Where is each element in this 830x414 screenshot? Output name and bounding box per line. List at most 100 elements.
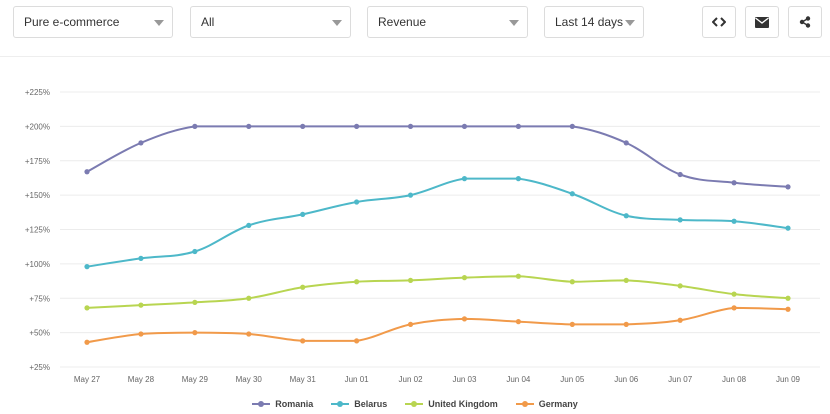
data-point-romania	[785, 184, 791, 190]
data-point-romania	[354, 123, 360, 129]
period-dropdown[interactable]: Last 14 days	[544, 6, 644, 38]
legend-marker-icon	[331, 400, 350, 408]
data-point-germany	[515, 319, 521, 325]
data-point-united-kingdom	[138, 302, 144, 308]
code-icon	[712, 17, 726, 27]
data-point-united-kingdom	[569, 279, 575, 285]
series-line-belarus	[86, 177, 789, 268]
data-point-romania	[246, 123, 252, 129]
toolbar-divider	[0, 56, 830, 57]
share-icon	[799, 16, 811, 28]
series-line-germany	[86, 306, 789, 344]
data-point-germany	[192, 330, 198, 336]
revenue-line-chart: +25% +50% +75% +100% +125% +150% +175% +200% +22…	[25, 88, 820, 384]
x-tick-label: Jun 08	[722, 375, 747, 384]
period-value: Last 14 days	[555, 15, 624, 29]
data-point-germany	[246, 331, 252, 337]
data-point-belarus	[785, 225, 791, 231]
data-point-belarus	[407, 192, 414, 198]
data-point-united-kingdom	[623, 277, 629, 283]
series-line-united-kingdom	[86, 275, 789, 309]
data-point-germany	[300, 338, 306, 344]
data-point-germany	[731, 305, 737, 311]
data-point-united-kingdom	[246, 295, 252, 301]
legend-item-united-kingdom[interactable]: United Kingdom	[405, 396, 498, 412]
data-point-germany	[138, 331, 144, 337]
legend-item-belarus[interactable]: Belarus	[331, 396, 387, 412]
site-type-dropdown[interactable]: Pure e-commerce	[13, 6, 173, 38]
data-point-belarus	[192, 248, 198, 255]
x-tick-label: Jun 01	[345, 375, 370, 384]
x-tick-label: May 28	[128, 375, 155, 384]
embed-button[interactable]	[702, 6, 736, 38]
data-point-romania	[138, 140, 144, 146]
data-point-belarus	[300, 211, 306, 217]
data-point-romania	[84, 169, 90, 175]
data-point-germany	[677, 317, 683, 323]
data-point-germany	[569, 321, 575, 327]
data-point-united-kingdom	[785, 295, 791, 301]
data-point-belarus	[677, 217, 683, 223]
chevron-down-icon	[625, 20, 635, 26]
data-point-romania	[300, 123, 306, 129]
legend-marker-icon	[252, 400, 271, 408]
data-point-romania	[623, 140, 629, 146]
y-tick-label: +50%	[29, 329, 50, 338]
data-point-belarus	[515, 176, 521, 182]
data-point-germany	[84, 339, 90, 345]
data-point-romania	[515, 123, 521, 129]
segment-value: All	[201, 15, 215, 29]
chevron-down-icon	[509, 20, 519, 26]
legend-marker-icon	[405, 400, 424, 408]
data-point-united-kingdom	[84, 305, 90, 311]
segment-dropdown[interactable]: All	[190, 6, 351, 38]
site-type-value: Pure e-commerce	[24, 15, 120, 29]
legend-item-germany[interactable]: Germany	[515, 396, 578, 412]
data-point-belarus	[84, 264, 90, 270]
data-point-romania	[461, 123, 468, 129]
legend-label: Belarus	[354, 399, 388, 409]
data-point-germany	[785, 306, 791, 312]
data-point-united-kingdom	[461, 275, 468, 281]
y-tick-label: +100%	[25, 260, 50, 269]
y-tick-label: +25%	[29, 363, 50, 372]
x-tick-label: Jun 07	[668, 375, 693, 384]
data-point-romania	[731, 180, 737, 186]
data-point-belarus	[461, 176, 468, 182]
metric-dropdown[interactable]: Revenue	[367, 6, 528, 38]
x-tick-label: May 30	[236, 375, 263, 384]
toolbar: Pure e-commerce All Revenue Last 14 days	[0, 0, 830, 50]
x-tick-label: Jun 03	[452, 375, 477, 384]
chart-legend: Romania Belarus United Kingdom Germany	[0, 396, 830, 412]
data-point-germany	[461, 316, 468, 322]
data-point-belarus	[354, 199, 360, 205]
legend-item-romania[interactable]: Romania	[252, 396, 313, 412]
data-point-romania	[407, 123, 414, 129]
data-point-united-kingdom	[731, 291, 737, 297]
chevron-down-icon	[154, 20, 164, 26]
legend-label: Romania	[275, 399, 314, 409]
data-point-belarus	[623, 213, 629, 219]
data-point-romania	[192, 123, 198, 129]
x-tick-label: May 27	[74, 375, 101, 384]
data-point-united-kingdom	[300, 284, 306, 290]
chevron-down-icon	[332, 20, 342, 26]
data-point-united-kingdom	[192, 299, 198, 305]
data-point-germany	[623, 321, 629, 327]
x-tick-label: Jun 04	[506, 375, 531, 384]
email-button[interactable]	[745, 6, 779, 38]
legend-marker-icon	[515, 400, 534, 408]
y-tick-label: +200%	[25, 122, 50, 131]
x-tick-label: Jun 02	[399, 375, 424, 384]
x-tick-label: May 31	[290, 375, 317, 384]
x-tick-label: Jun 09	[776, 375, 801, 384]
legend-label: Germany	[538, 399, 578, 409]
data-point-belarus	[138, 255, 144, 261]
share-button[interactable]	[788, 6, 822, 38]
data-point-united-kingdom	[677, 283, 683, 289]
x-tick-label: Jun 06	[614, 375, 639, 384]
data-point-germany	[354, 338, 360, 344]
data-point-united-kingdom	[354, 279, 360, 285]
data-point-united-kingdom	[407, 277, 414, 283]
legend-label: United Kingdom	[428, 399, 498, 409]
